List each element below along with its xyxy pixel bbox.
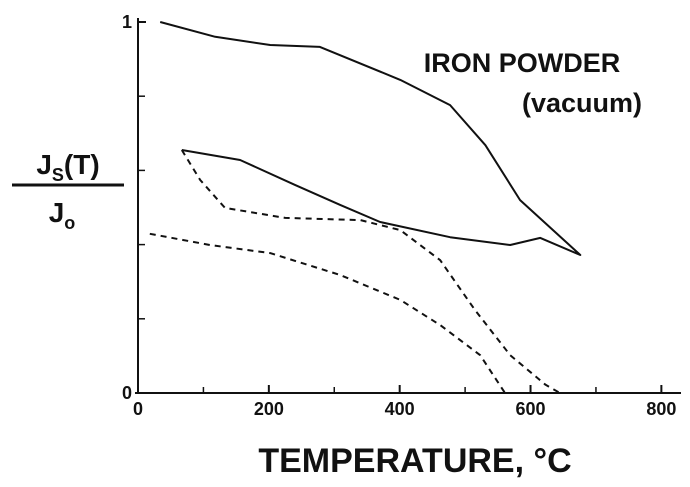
y-tick-label: 1 <box>122 12 132 32</box>
x-tick-label: 200 <box>254 399 284 419</box>
y-label-numerator: JS(T) <box>36 149 99 185</box>
y-label-part: S <box>52 165 64 185</box>
annotation: IRON POWDER <box>424 48 621 78</box>
y-tick-label: 0 <box>122 383 132 403</box>
x-tick-label: 800 <box>646 399 676 419</box>
y-label-part: o <box>64 213 75 233</box>
y-label-denominator: Jo <box>49 197 76 233</box>
data-line <box>149 232 506 394</box>
x-tick-label: 600 <box>516 399 546 419</box>
x-tick-label: 0 <box>133 399 143 419</box>
y-label-part: J <box>49 197 65 228</box>
y-label-part: (T) <box>64 149 100 180</box>
x-tick-label: 400 <box>385 399 415 419</box>
data-line <box>180 149 561 394</box>
x-axis-label: TEMPERATURE, °C <box>258 442 571 480</box>
annotation: (vacuum) <box>522 88 642 118</box>
y-label-part: J <box>36 149 52 180</box>
data-line <box>159 21 582 256</box>
